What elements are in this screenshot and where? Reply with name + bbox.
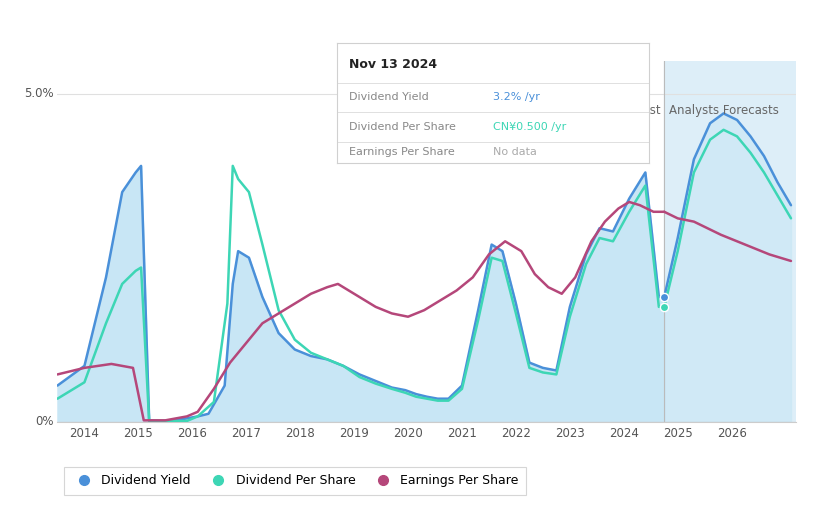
Legend: Dividend Yield, Dividend Per Share, Earnings Per Share: Dividend Yield, Dividend Per Share, Earn… — [64, 467, 526, 495]
Text: Dividend Yield: Dividend Yield — [349, 92, 429, 103]
Text: Earnings Per Share: Earnings Per Share — [349, 147, 455, 157]
Text: Dividend Per Share: Dividend Per Share — [349, 122, 456, 132]
Text: Analysts Forecasts: Analysts Forecasts — [668, 104, 778, 116]
Text: 5.0%: 5.0% — [24, 87, 54, 100]
Point — [658, 293, 671, 301]
Text: 3.2% /yr: 3.2% /yr — [493, 92, 539, 103]
Text: 0%: 0% — [35, 415, 54, 428]
Bar — [664, 61, 796, 422]
Text: Past: Past — [637, 104, 662, 116]
Text: Nov 13 2024: Nov 13 2024 — [349, 57, 438, 71]
Point — [658, 303, 671, 311]
Text: CN¥0.500 /yr: CN¥0.500 /yr — [493, 122, 566, 132]
Text: No data: No data — [493, 147, 536, 157]
